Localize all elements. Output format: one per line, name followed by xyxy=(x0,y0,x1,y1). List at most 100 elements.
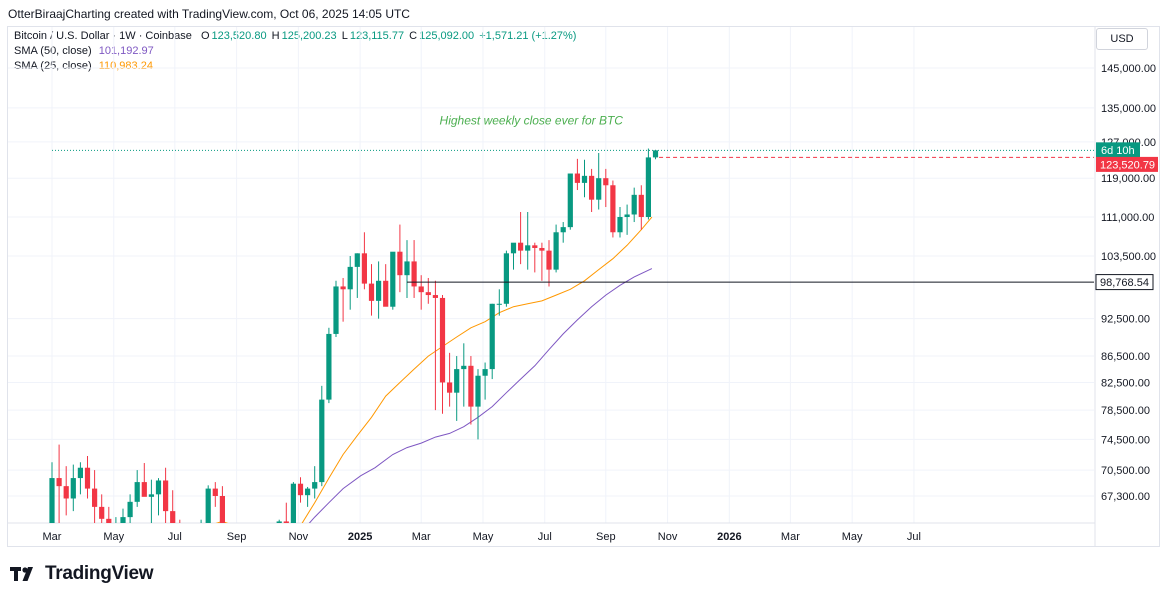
candle-body xyxy=(219,496,225,523)
x-tick-label: Nov xyxy=(289,531,309,543)
candle-body xyxy=(567,173,573,228)
candle-body xyxy=(63,486,69,499)
currency-button[interactable]: USD xyxy=(1096,28,1148,50)
candle-body xyxy=(297,483,304,496)
open-value: 123,520.80 xyxy=(211,30,267,42)
candle-body xyxy=(468,365,474,407)
candle-body xyxy=(262,534,267,535)
candle-body xyxy=(134,482,140,502)
y-tick-label: 82,500.00 xyxy=(1101,377,1150,389)
level-label: 98,768.54 xyxy=(1100,277,1149,289)
chart-frame xyxy=(7,26,1160,547)
x-tick-label: May xyxy=(842,531,863,543)
candle-body xyxy=(461,365,467,370)
low-label: L xyxy=(341,30,348,42)
sma25-legend[interactable]: SMA (25, close) 110,983.24 xyxy=(14,60,153,72)
symbol-name[interactable]: Bitcoin / U.S. Dollar · 1W · Coinbase xyxy=(14,30,192,42)
tradingview-logo-icon xyxy=(10,567,33,581)
candle-body xyxy=(539,247,545,251)
candle-body xyxy=(390,251,396,307)
candle-body xyxy=(482,369,488,376)
x-tick-label: Mar xyxy=(781,531,800,543)
sma25-value: 110,983.24 xyxy=(98,60,153,72)
candle-body xyxy=(199,533,204,535)
low-value: 123,115.77 xyxy=(349,30,405,42)
countdown-label: 6d 10h xyxy=(1101,145,1135,157)
x-tick-label: Sep xyxy=(227,531,247,543)
candle-body xyxy=(546,250,552,270)
x-tick-label: Mar xyxy=(412,531,431,543)
high-label: H xyxy=(271,30,280,42)
ohlc-values: O 123,520.80 H 125,200.23 L 123,115.77 C 125… xyxy=(201,30,579,42)
candle-body xyxy=(255,534,260,535)
candle-body xyxy=(553,232,559,270)
y-tick-label: 86,500.00 xyxy=(1101,351,1150,363)
annotation-text[interactable]: Highest weekly close ever for BTC xyxy=(440,114,624,128)
x-tick-label: May xyxy=(103,531,124,543)
candle-body xyxy=(184,534,189,535)
prev-close-label-bg xyxy=(1096,156,1158,172)
sma25-label: SMA (25, close) xyxy=(14,60,92,72)
candle-body xyxy=(312,482,318,489)
candle-body xyxy=(624,214,630,217)
candle-body xyxy=(510,242,517,254)
candle-body xyxy=(503,253,509,304)
candle-body xyxy=(92,488,98,507)
candle-body xyxy=(120,517,126,523)
candle-body xyxy=(596,178,602,200)
x-tick-label: 2025 xyxy=(348,531,372,543)
candle-body xyxy=(127,501,133,518)
candle-body xyxy=(191,534,196,535)
candle-body xyxy=(397,251,403,276)
candle-body xyxy=(610,185,616,233)
candle-body xyxy=(475,375,481,407)
x-tick-label: Jul xyxy=(168,531,182,543)
candle-body xyxy=(326,333,332,400)
y-tick-label: 74,500.00 xyxy=(1101,434,1150,446)
sma50-label: SMA (50, close) xyxy=(14,45,92,57)
candle-body xyxy=(560,227,566,233)
sma50-legend[interactable]: SMA (50, close) 101,192.97 xyxy=(14,45,154,57)
candle-body xyxy=(617,216,623,233)
candle-body xyxy=(212,488,218,496)
candle-body xyxy=(518,242,524,251)
candle-body xyxy=(205,488,211,523)
change-value: +1,571.21 (+1.27%) xyxy=(479,30,577,42)
tradingview-wordmark: TradingView xyxy=(45,563,154,584)
candle-body xyxy=(283,521,289,523)
candle-body xyxy=(290,483,296,523)
candle-body xyxy=(589,175,595,200)
y-tick-label: 67,300.00 xyxy=(1101,491,1150,503)
candle-body xyxy=(411,261,417,287)
candle-body xyxy=(270,534,275,535)
candle-body xyxy=(447,382,453,393)
close-label: C xyxy=(409,30,418,42)
candle-body xyxy=(354,253,360,267)
candle-body xyxy=(99,506,105,519)
candle-body xyxy=(496,303,502,305)
candle-body xyxy=(432,295,438,298)
candle-body xyxy=(347,266,353,290)
chart-attribution: OtterBiraajCharting created with Trading… xyxy=(8,7,410,21)
y-tick-label: 145,000.00 xyxy=(1101,63,1156,75)
prev-close-label: 123,520.79 xyxy=(1100,159,1155,171)
open-label: O xyxy=(200,30,210,42)
candle-body xyxy=(340,286,346,290)
candle-body xyxy=(603,178,609,186)
sma25-line xyxy=(215,216,653,523)
candle-body xyxy=(439,297,446,383)
candle-body xyxy=(163,480,169,512)
y-tick-label: 103,500.00 xyxy=(1101,251,1156,263)
countdown-label-bg xyxy=(1096,142,1140,158)
candle-body xyxy=(574,173,580,183)
candle-body xyxy=(155,480,162,495)
candle-body xyxy=(305,488,311,496)
candle-body xyxy=(56,478,62,487)
x-tick-label: Sep xyxy=(596,531,616,543)
candle-body xyxy=(84,467,91,489)
plot-area: Highest weekly close ever for BTC xyxy=(49,114,1094,535)
candle-body xyxy=(383,280,389,307)
close-value: 125,092.00 xyxy=(419,30,475,42)
